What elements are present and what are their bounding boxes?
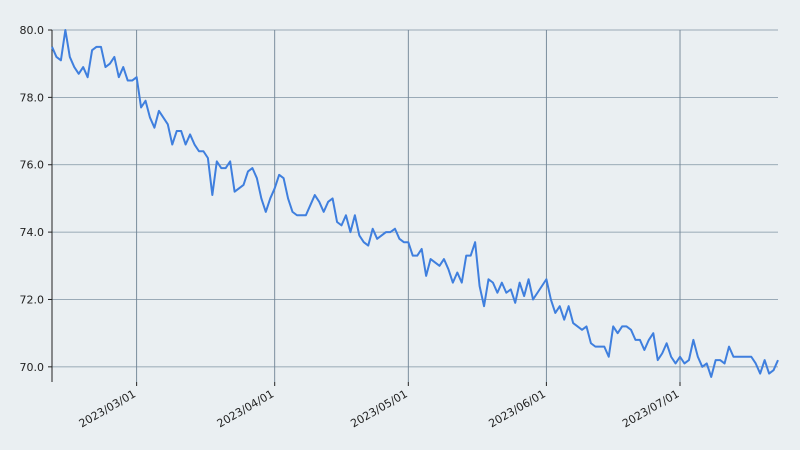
x-tick-label: 2023/07/01 bbox=[620, 387, 681, 430]
data-line bbox=[51, 29, 779, 378]
y-tick-label: 80.0 bbox=[20, 24, 45, 37]
x-tick-label: 2023/06/01 bbox=[486, 387, 547, 430]
y-tick-label: 76.0 bbox=[20, 159, 45, 172]
y-tick-label: 78.0 bbox=[20, 91, 45, 104]
y-tick-label: 70.0 bbox=[20, 361, 45, 374]
x-tick-label: 2023/04/01 bbox=[215, 387, 276, 430]
y-tick-label: 72.0 bbox=[20, 293, 45, 306]
y-tick-label: 74.0 bbox=[20, 226, 45, 239]
x-tick-label: 2023/03/01 bbox=[77, 387, 138, 430]
x-tick-label: 2023/05/01 bbox=[348, 387, 409, 430]
